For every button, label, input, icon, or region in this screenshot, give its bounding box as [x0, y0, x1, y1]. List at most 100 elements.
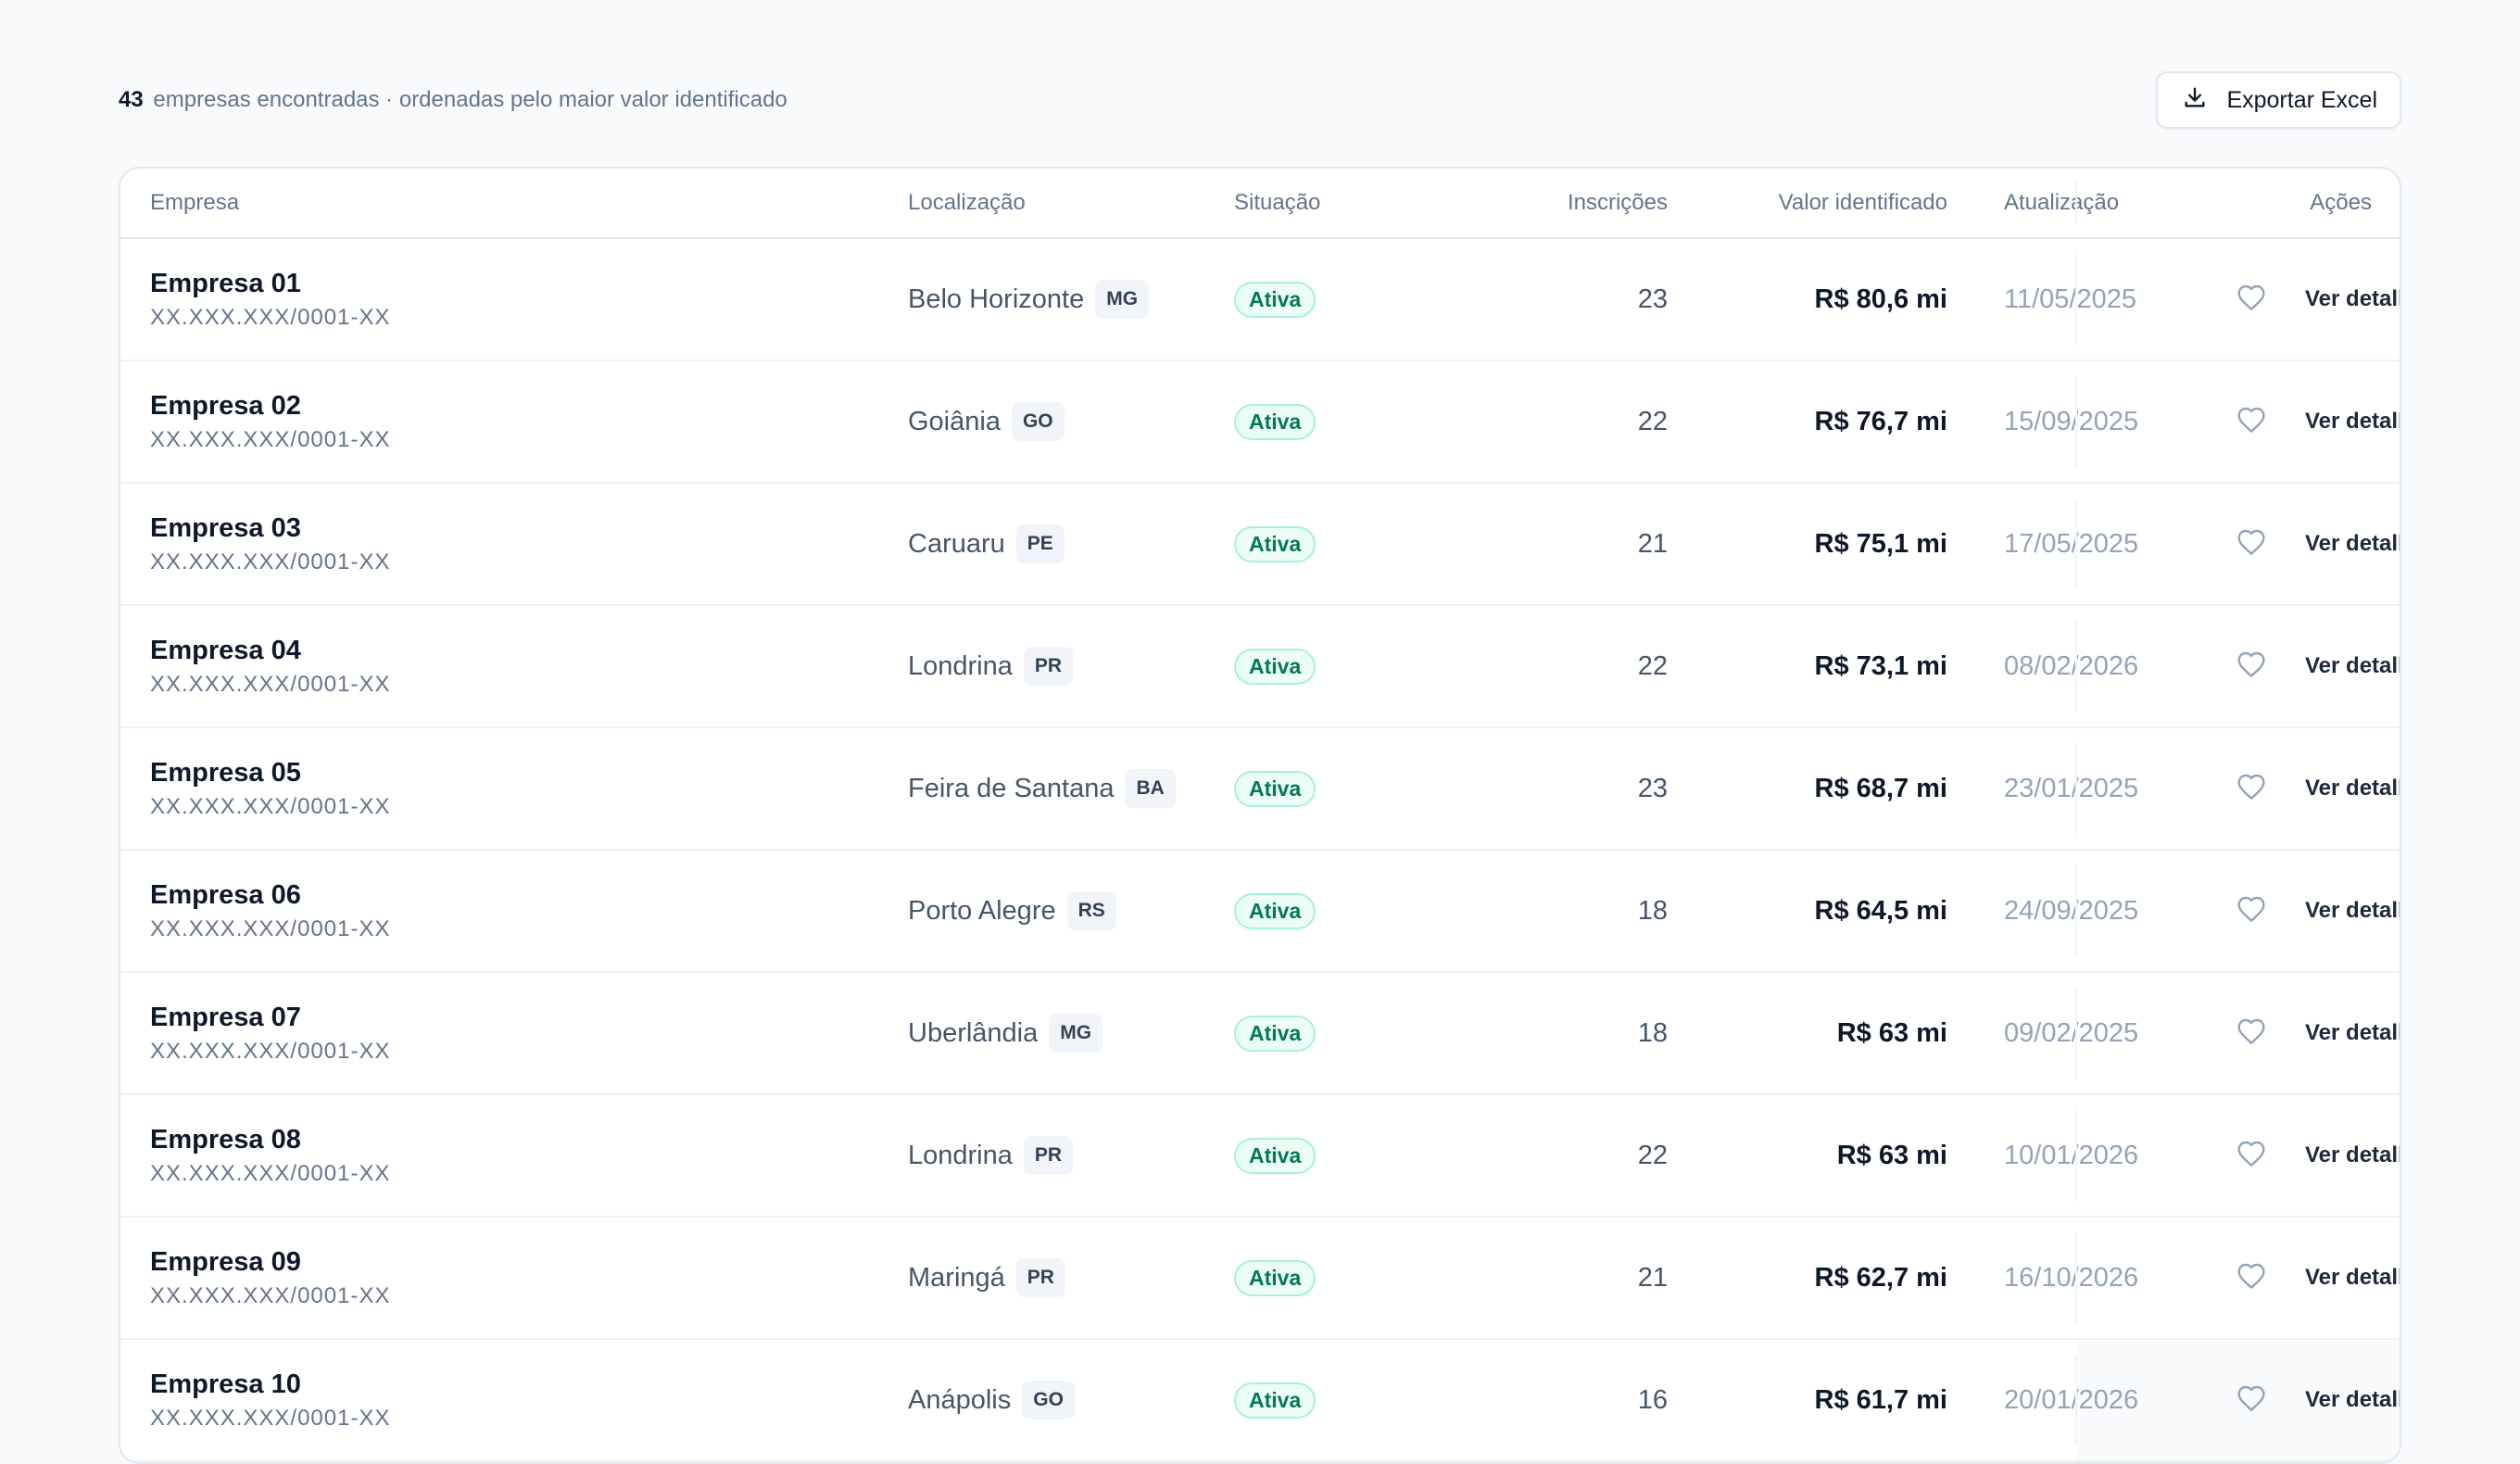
company-name[interactable]: Empresa 03 [150, 512, 301, 543]
ver-detalhes-link[interactable]: Ver detalhes [2305, 484, 2400, 604]
city-name: Feira de Santana [908, 773, 1115, 803]
favorite-button[interactable] [2235, 1340, 2268, 1460]
header-situacao[interactable]: Situação [1234, 190, 1321, 215]
results-summary: 43 empresas encontradas · ordenadas pelo… [119, 87, 788, 113]
actions-divider [2075, 743, 2077, 834]
ver-detalhes-link[interactable]: Ver detalhes [2305, 606, 2400, 726]
status-cell: Ativa [1234, 606, 1317, 726]
valor-identificado: R$ 80,6 mi [1814, 284, 1947, 314]
atualizacao-date: 09/02/2025 [2004, 1017, 2139, 1048]
company-cell: Empresa 02 XX.XXX.XXX/0001-XX [150, 361, 390, 482]
status-cell: Ativa [1234, 851, 1317, 971]
status-cell: Ativa [1234, 361, 1317, 482]
favorite-button[interactable] [2235, 1218, 2268, 1338]
ver-detalhes-link[interactable]: Ver detalhes [2305, 728, 2400, 849]
header-acoes: Ações [2310, 190, 2372, 215]
atualizacao-date: 15/09/2025 [2004, 406, 2139, 436]
valor-identificado: R$ 68,7 mi [1814, 773, 1947, 803]
table-row[interactable]: Empresa 10 XX.XXX.XXX/0001-XX Anápolis G… [120, 1340, 2400, 1462]
table-row[interactable]: Empresa 02 XX.XXX.XXX/0001-XX Goiânia GO… [120, 361, 2400, 484]
atualizacao-date: 17/05/2025 [2004, 528, 2139, 559]
valor-identificado: R$ 62,7 mi [1814, 1262, 1947, 1293]
ver-detalhes-label: Ver detalhes [2305, 286, 2400, 311]
ver-detalhes-link[interactable]: Ver detalhes [2305, 1095, 2400, 1216]
actions-divider [2075, 621, 2077, 712]
company-cnpj: XX.XXX.XXX/0001-XX [150, 1282, 391, 1308]
table-row[interactable]: Empresa 09 XX.XXX.XXX/0001-XX Maringá PR… [120, 1218, 2400, 1340]
header-atualizacao[interactable]: Atualização [2004, 190, 2120, 215]
header-valor[interactable]: Valor identificado [1778, 190, 1947, 215]
inscricoes-count: 18 [1637, 1017, 1668, 1048]
favorite-button[interactable] [2235, 361, 2268, 482]
actions-divider [2075, 254, 2077, 345]
ver-detalhes-link[interactable]: Ver detalhes [2305, 1340, 2400, 1460]
heart-icon [2236, 528, 2266, 561]
ver-detalhes-link[interactable]: Ver detalhes [2305, 239, 2400, 360]
header-divider [2075, 182, 2077, 224]
atualizacao-date: 23/01/2025 [2004, 773, 2139, 803]
valor-identificado: R$ 76,7 mi [1814, 406, 1947, 436]
location-cell: Londrina PR [908, 1095, 1074, 1216]
city-name: Londrina [908, 650, 1013, 681]
companies-table: Empresa Localização Situação Inscrições … [119, 167, 2401, 1464]
ver-detalhes-link[interactable]: Ver detalhes [2305, 851, 2400, 971]
table-row[interactable]: Empresa 04 XX.XXX.XXX/0001-XX Londrina P… [120, 606, 2400, 728]
table-row[interactable]: Empresa 08 XX.XXX.XXX/0001-XX Londrina P… [120, 1095, 2400, 1218]
results-count: 43 [119, 87, 144, 112]
header-inscricoes[interactable]: Inscrições [1567, 190, 1668, 215]
favorite-button[interactable] [2235, 606, 2268, 726]
company-name[interactable]: Empresa 02 [150, 390, 301, 421]
ver-detalhes-link[interactable]: Ver detalhes [2305, 1218, 2400, 1338]
header-empresa[interactable]: Empresa [150, 190, 240, 215]
inscricoes-count: 22 [1637, 650, 1668, 681]
table-row[interactable]: Empresa 07 XX.XXX.XXX/0001-XX Uberlândia… [120, 973, 2400, 1095]
favorite-button[interactable] [2235, 728, 2268, 849]
ver-detalhes-link[interactable]: Ver detalhes [2305, 973, 2400, 1093]
location-cell: Londrina PR [908, 606, 1074, 726]
table-row[interactable]: Empresa 05 XX.XXX.XXX/0001-XX Feira de S… [120, 728, 2400, 851]
status-badge: Ativa [1234, 1259, 1317, 1296]
company-cnpj: XX.XXX.XXX/0001-XX [150, 1160, 391, 1186]
company-name[interactable]: Empresa 05 [150, 757, 301, 788]
company-name[interactable]: Empresa 06 [150, 879, 301, 910]
city-name: Caruaru [908, 528, 1005, 559]
company-name[interactable]: Empresa 04 [150, 635, 301, 665]
company-cell: Empresa 05 XX.XXX.XXX/0001-XX [150, 728, 390, 849]
favorite-button[interactable] [2235, 973, 2268, 1093]
state-badge: GO [1022, 1381, 1075, 1420]
favorite-button[interactable] [2235, 851, 2268, 971]
table-row[interactable]: Empresa 06 XX.XXX.XXX/0001-XX Porto Aleg… [120, 851, 2400, 973]
ver-detalhes-label: Ver detalhes [2305, 1020, 2400, 1045]
ver-detalhes-label: Ver detalhes [2305, 898, 2400, 923]
table-row[interactable]: Empresa 01 XX.XXX.XXX/0001-XX Belo Horiz… [120, 239, 2400, 361]
ver-detalhes-link[interactable]: Ver detalhes [2305, 361, 2400, 482]
company-name[interactable]: Empresa 09 [150, 1246, 301, 1277]
city-name: Uberlândia [908, 1017, 1039, 1048]
state-badge: PR [1023, 1136, 1074, 1175]
results-summary-text: empresas encontradas · ordenadas pelo ma… [153, 87, 788, 112]
city-name: Anápolis [908, 1384, 1012, 1415]
company-cell: Empresa 10 XX.XXX.XXX/0001-XX [150, 1340, 390, 1460]
city-name: Belo Horizonte [908, 284, 1085, 314]
inscricoes-count: 22 [1637, 406, 1668, 436]
company-name[interactable]: Empresa 07 [150, 1002, 301, 1032]
favorite-button[interactable] [2235, 1095, 2268, 1216]
ver-detalhes-label: Ver detalhes [2305, 1265, 2400, 1290]
state-badge: MG [1049, 1014, 1103, 1053]
company-name[interactable]: Empresa 01 [150, 268, 301, 298]
favorite-button[interactable] [2235, 239, 2268, 360]
heart-icon [2236, 406, 2266, 438]
company-name[interactable]: Empresa 08 [150, 1124, 301, 1155]
company-cell: Empresa 09 XX.XXX.XXX/0001-XX [150, 1218, 390, 1338]
export-excel-button[interactable]: Exportar Excel [2156, 71, 2401, 129]
company-cell: Empresa 07 XX.XXX.XXX/0001-XX [150, 973, 390, 1093]
ver-detalhes-label: Ver detalhes [2305, 653, 2400, 678]
heart-icon [2236, 650, 2266, 683]
status-cell: Ativa [1234, 1095, 1317, 1216]
company-cnpj: XX.XXX.XXX/0001-XX [150, 793, 391, 819]
company-cnpj: XX.XXX.XXX/0001-XX [150, 915, 391, 941]
header-localizacao[interactable]: Localização [908, 190, 1026, 215]
table-row[interactable]: Empresa 03 XX.XXX.XXX/0001-XX Caruaru PE… [120, 484, 2400, 606]
favorite-button[interactable] [2235, 484, 2268, 604]
company-name[interactable]: Empresa 10 [150, 1369, 301, 1399]
